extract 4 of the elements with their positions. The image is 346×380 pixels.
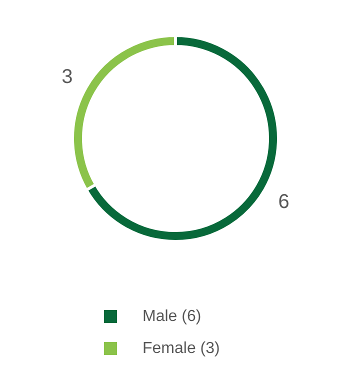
legend-label: Male (6) xyxy=(142,308,202,325)
data-label: 6 xyxy=(278,191,290,213)
data-label: 3 xyxy=(62,66,73,88)
legend-label: Female (3) xyxy=(142,340,220,357)
